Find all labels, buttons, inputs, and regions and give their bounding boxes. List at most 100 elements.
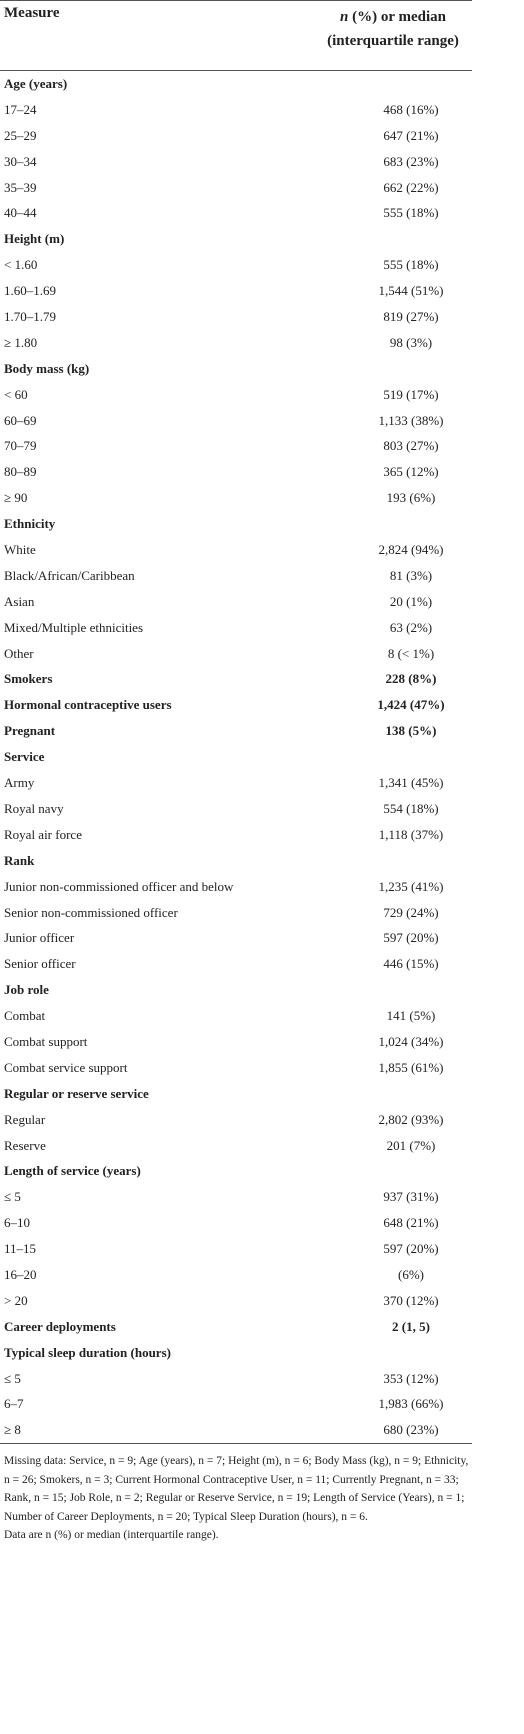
row-label: Age (years) (4, 76, 68, 91)
row-value: 803 (27%) (383, 438, 439, 454)
table-row: 60–69 1,133 (38%) (0, 408, 472, 434)
row-value: 201 (7%) (386, 1137, 436, 1153)
row-label: Ethnicity (4, 516, 56, 532)
table-row: Height (m) (0, 226, 472, 252)
row-value: 141 (5%) (386, 1008, 436, 1024)
row-label: < 1.60 (4, 257, 38, 273)
table-row: Combat support 1,024 (34%) (0, 1029, 472, 1055)
row-label: White (4, 542, 36, 558)
table-row: 11–15 597 (20%) (0, 1236, 472, 1262)
row-value: 819 (27%) (383, 309, 439, 325)
row-label: Reserve (4, 1137, 46, 1153)
header-italic: n (340, 9, 349, 25)
row-label: Pregnant (4, 723, 56, 739)
row-label: 35–39 (4, 179, 37, 195)
row-value: 193 (6%) (386, 490, 436, 506)
row-label: Height (m) (4, 231, 65, 247)
row-value: 937 (31%) (383, 1189, 439, 1205)
table-row: > 20 370 (12%) (0, 1288, 472, 1314)
row-label: 70–79 (4, 438, 37, 454)
row-label: ≥ 90 (4, 490, 28, 506)
table-row: Rank (0, 848, 472, 874)
row-value: 98 (3%) (389, 334, 433, 350)
table-row: 16–20 (6%) (0, 1262, 472, 1288)
table-row: Asian 20 (1%) (0, 589, 472, 615)
table-row: 1.60–1.69 1,544 (51%) (0, 278, 472, 304)
row-label: Mixed/Multiple ethnicities (4, 619, 144, 635)
row-label: ≥ 8 (4, 1422, 21, 1438)
row-value: 2,824 (94%) (378, 542, 444, 558)
table-row: < 60 519 (17%) (0, 382, 472, 408)
row-value: 1,235 (41%) (378, 878, 444, 894)
table-row: Length of service (years) (0, 1158, 472, 1184)
row-label: 40–44 (4, 205, 37, 221)
table-row: Royal navy 554 (18%) (0, 796, 472, 822)
row-label: Junior officer (4, 930, 75, 946)
row-label: ≤ 5 (4, 1189, 21, 1205)
row-label: ≤ 5 (4, 1370, 21, 1386)
table-row: ≥ 1.80 98 (3%) (0, 330, 472, 356)
row-label: Senior officer (4, 956, 76, 972)
table-row: 80–89 365 (12%) (0, 459, 472, 485)
row-label: Rank (4, 852, 35, 868)
table-row: Other 8 (< 1%) (0, 641, 472, 667)
table-row: ≤ 5 937 (31%) (0, 1184, 472, 1210)
table-row: 1.70–1.79 819 (27%) (0, 304, 472, 330)
row-label: 6–7 (4, 1396, 24, 1412)
row-label: 25–29 (4, 127, 37, 143)
table-row: Regular or reserve service (0, 1081, 472, 1107)
row-label: Smokers (4, 671, 53, 687)
table-header: Measure n (%) or median (interquartile r… (0, 1, 472, 71)
row-label: 80–89 (4, 464, 37, 480)
row-label: Combat support (4, 1033, 88, 1049)
table-row: Smokers 228 (8%) (0, 666, 472, 692)
row-value: 554 (18%) (383, 800, 439, 816)
row-value: 1,133 (38%) (378, 412, 444, 428)
row-label: Combat (4, 1008, 46, 1024)
row-label: Length of service (years) (4, 1163, 141, 1179)
row-value: 1,983 (66%) (378, 1396, 444, 1412)
table-row: 6–10 648 (21%) (0, 1210, 472, 1236)
table-row: Combat service support 1,855 (61%) (0, 1055, 472, 1081)
table-row: Black/African/Caribbean 81 (3%) (0, 563, 472, 589)
table-row: Job role (0, 977, 472, 1003)
row-value: 729 (24%) (383, 904, 439, 920)
table-row: ≤ 5 353 (12%) (0, 1366, 472, 1392)
table-row: Age (years) (0, 71, 472, 97)
row-value: 555 (18%) (383, 205, 439, 221)
row-label: Body mass (kg) (4, 360, 90, 376)
row-value: 1,024 (34%) (378, 1033, 444, 1049)
row-value: 228 (8%) (385, 671, 437, 687)
row-label: Junior non-commissioned officer and belo… (4, 878, 234, 894)
row-value: 8 (< 1%) (387, 645, 435, 661)
row-label: Regular (4, 1111, 46, 1127)
row-value: 683 (23%) (383, 153, 439, 169)
row-value: 597 (20%) (383, 1241, 439, 1257)
row-label: 11–15 (4, 1241, 37, 1257)
row-label: Combat service support (4, 1059, 128, 1075)
row-label: 30–34 (4, 153, 37, 169)
row-label: Royal navy (4, 800, 64, 816)
table-body: Age (years) 17–24 468 (16%) 25–29 647 (21%) 3… (0, 71, 472, 1443)
row-value: 519 (17%) (383, 386, 439, 402)
table: Measure n (%) or median (interquartile r… (0, 0, 472, 1445)
row-value: 20 (1%) (389, 593, 433, 609)
table-row: Senior officer 446 (15%) (0, 951, 472, 977)
table-row: Hormonal contraceptive users 1,424 (47%) (0, 692, 472, 718)
row-label: Career deployments (4, 1318, 116, 1334)
table-row: ≥ 8 680 (23%) (0, 1417, 472, 1443)
row-value: 2 (1, 5) (392, 1318, 430, 1334)
table-row: Army 1,341 (45%) (0, 770, 472, 796)
row-label: 60–69 (4, 412, 37, 428)
header-cell: n (%) or median (interquartile range) (312, 5, 474, 53)
note: Data are n (%) or median (interquartile … (4, 1529, 219, 1541)
row-label: Senior non-commissioned officer (4, 904, 178, 920)
table-row: Typical sleep duration (hours) (0, 1340, 472, 1366)
table-row: Service (0, 744, 472, 770)
row-label: < 60 (4, 386, 28, 402)
header-text: (%) or median (interquartile range) (327, 9, 459, 49)
row-value: 648 (21%) (383, 1215, 439, 1231)
table-row: Reserve 201 (7%) (0, 1133, 472, 1159)
table-row: 6–7 1,983 (66%) (0, 1391, 472, 1417)
table-row: 25–29 647 (21%) (0, 123, 472, 149)
